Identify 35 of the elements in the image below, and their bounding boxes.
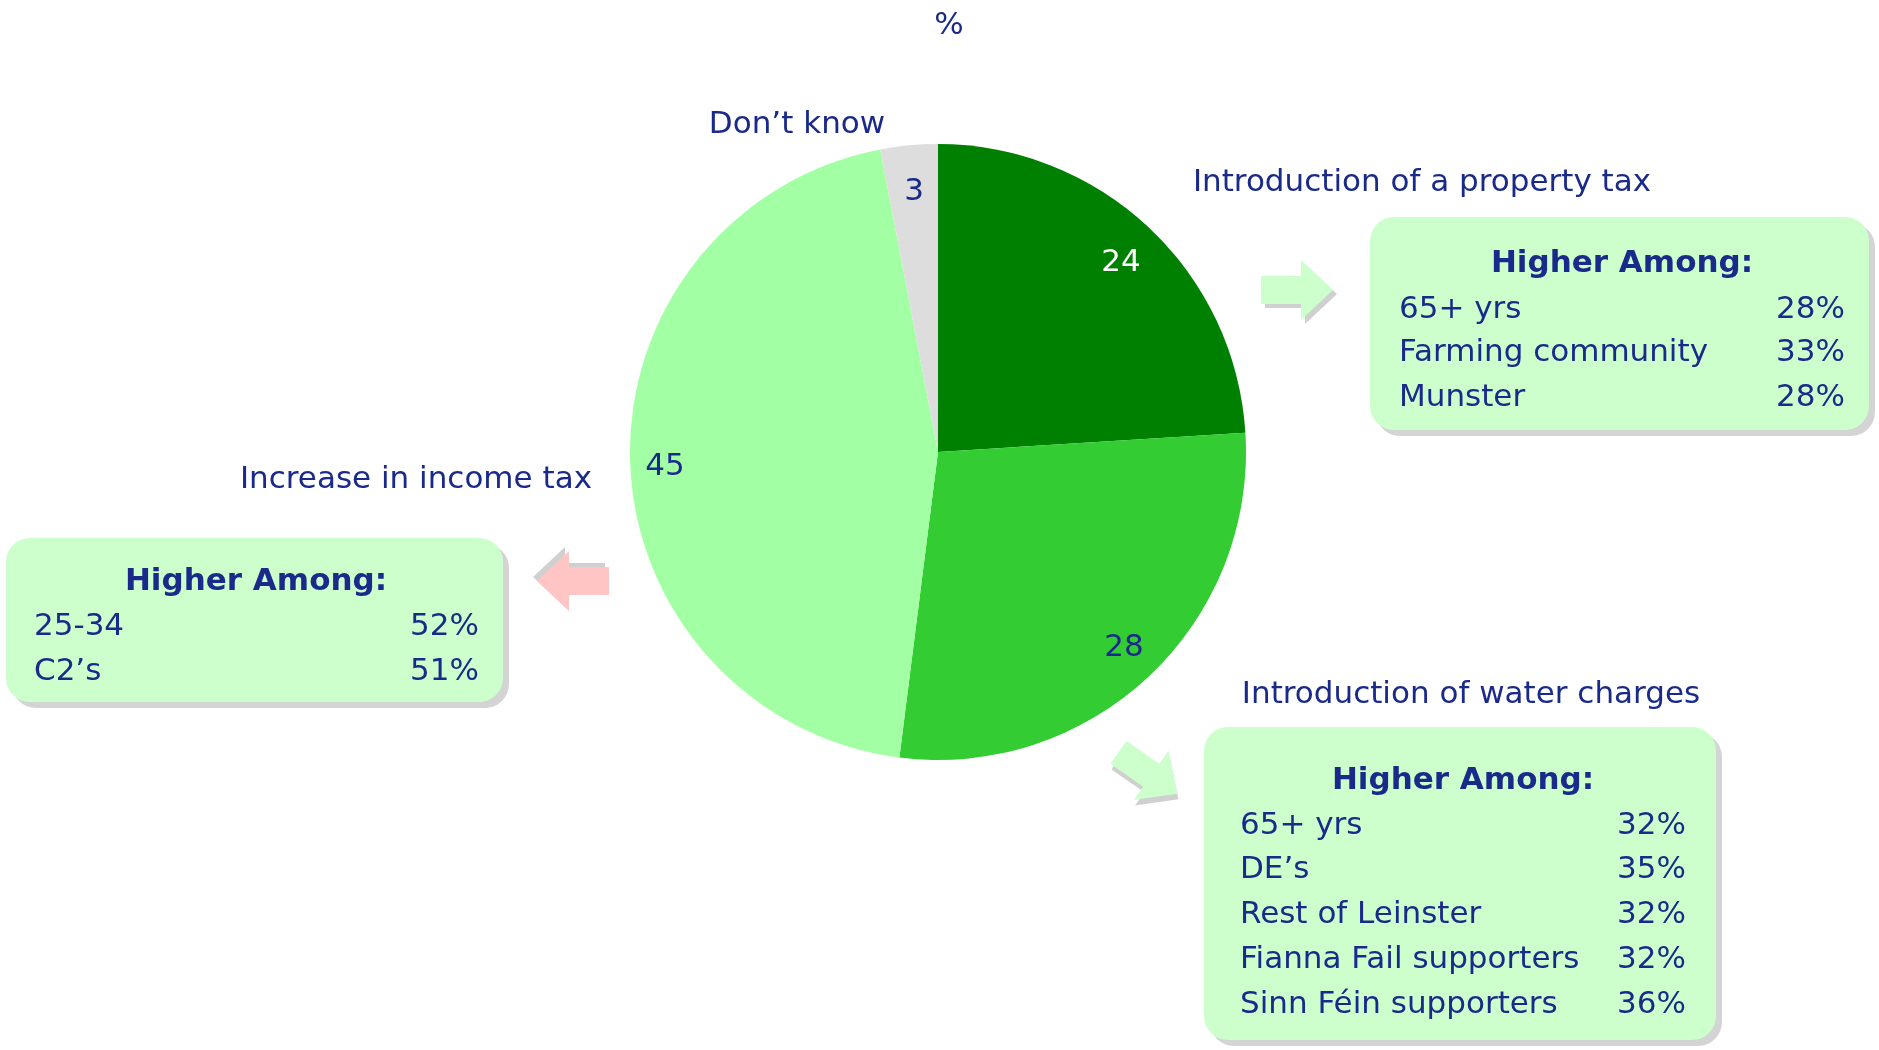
- text: 52%: [410, 606, 479, 642]
- text: Fianna Fail supporters: [1240, 939, 1580, 975]
- text: Higher Among:: [1331, 760, 1595, 796]
- chart-title: %: [934, 5, 964, 41]
- text: Higher Among:: [1490, 243, 1754, 279]
- text: 36%: [1617, 984, 1686, 1020]
- text: 32%: [1617, 894, 1686, 930]
- text: Sinn Féin supporters: [1240, 984, 1558, 1020]
- text: 28%: [1776, 377, 1845, 413]
- text: 33%: [1776, 332, 1845, 368]
- text: Farming community: [1399, 332, 1708, 368]
- slice-label: Introduction of water charges: [1241, 674, 1701, 710]
- pie-slice: [899, 432, 1246, 760]
- text: 25-34: [34, 606, 125, 642]
- data-label: 28: [1104, 627, 1144, 663]
- pie-slice: [880, 144, 938, 452]
- text: 28%: [1776, 289, 1845, 325]
- data-label: 3: [904, 171, 924, 207]
- text: Rest of Leinster: [1240, 894, 1482, 930]
- text: 32%: [1617, 939, 1686, 975]
- data-label: 24: [1101, 242, 1141, 278]
- text: 51%: [410, 651, 479, 687]
- slice-label: Introduction of a property tax: [1192, 162, 1652, 198]
- text: 65+ yrs: [1240, 805, 1363, 841]
- text: 35%: [1617, 849, 1686, 885]
- pie-slice: [630, 149, 938, 758]
- slice-label: Don’t know: [708, 104, 886, 140]
- text: 32%: [1617, 805, 1686, 841]
- text: 65+ yrs: [1399, 289, 1522, 325]
- data-label: 45: [645, 446, 685, 482]
- text: Higher Among:: [124, 561, 388, 597]
- text: Munster: [1399, 377, 1526, 413]
- slice-label: Increase in income tax: [239, 459, 592, 495]
- text: DE’s: [1240, 849, 1310, 885]
- text: C2’s: [34, 651, 102, 687]
